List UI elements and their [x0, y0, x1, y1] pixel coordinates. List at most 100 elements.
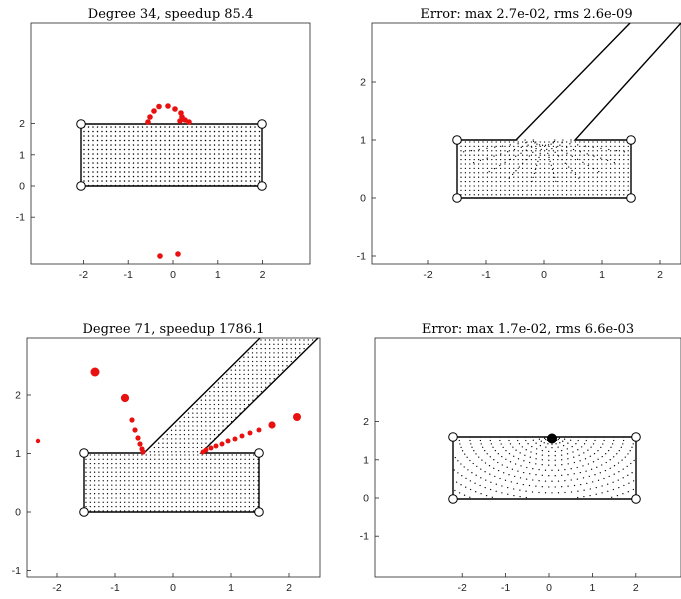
sample-points — [83, 126, 261, 187]
corner-vertex — [257, 119, 267, 129]
pole-point — [186, 119, 192, 125]
corner-vertex — [254, 448, 264, 458]
pole-point — [213, 443, 219, 449]
pole-point — [165, 103, 171, 109]
plot-area — [452, 23, 681, 203]
x-tick-label: -2 — [79, 269, 88, 281]
domain-outline — [80, 123, 263, 187]
x-tick-label: -2 — [458, 582, 467, 594]
panel-title: Error: max 2.7e-02, rms 2.6e-09 — [420, 7, 632, 22]
corner-vertex — [626, 135, 636, 145]
pole-point — [145, 119, 151, 125]
y-tick-label: -1 — [16, 212, 25, 224]
x-tick-label: 0 — [170, 269, 176, 281]
pole-point — [293, 413, 301, 421]
x-tick-label: 0 — [541, 269, 547, 281]
corner-vertex — [448, 494, 458, 504]
y-tick-label: -1 — [12, 565, 21, 577]
axes-frame — [371, 22, 681, 265]
x-tick-label: 2 — [657, 269, 663, 281]
plot-area — [76, 103, 267, 259]
corner-vertex — [76, 119, 86, 129]
y-tick-label: 1 — [360, 135, 366, 147]
x-tick-label: 0 — [546, 582, 552, 594]
panel-2: Error: max 2.7e-02, rms 2.6e-09 -2 -1 0 1 2 -1… — [357, 7, 681, 281]
domain-outline — [456, 23, 681, 199]
y-tick-label: 2 — [15, 390, 21, 402]
pole-point — [151, 108, 157, 114]
corner-vertex — [452, 135, 462, 145]
y-tick-label: -1 — [357, 251, 366, 263]
y-tick-label: 0 — [363, 493, 369, 505]
y-tick-label: 0 — [15, 507, 21, 519]
panel-3: Degree 71, speedup 1786.1 -2 -1 0 1 2 -1 0 1 2 — [12, 322, 321, 594]
domain-outline — [452, 436, 637, 500]
pole-point — [247, 430, 253, 436]
pole-point — [232, 436, 238, 442]
x-tick-label: -1 — [501, 582, 510, 594]
x-tick-label: -2 — [52, 582, 61, 594]
pole-point — [225, 438, 231, 444]
y-tick-label: 1 — [19, 149, 25, 161]
pole-point — [156, 103, 162, 110]
y-tick-label: 0 — [360, 193, 366, 205]
x-tick-label: -1 — [124, 269, 133, 281]
y-tick-label: 0 — [19, 181, 25, 193]
x-tick-label: 2 — [260, 269, 266, 281]
x-tick-label: 1 — [228, 582, 234, 594]
pole-point — [239, 433, 245, 439]
y-tick-label: 2 — [19, 118, 25, 130]
pole-point — [147, 114, 153, 120]
pole-point — [157, 253, 163, 259]
pole-point — [268, 421, 276, 429]
channel-edge-left — [84, 338, 261, 454]
x-tick-label: 2 — [633, 582, 639, 594]
corner-vertex — [626, 193, 636, 203]
x-tick-label: -1 — [110, 582, 119, 594]
panel-1: Degree 34, speedup 85.4 -2 -1 0 1 2 -1 0 1 2 — [16, 7, 311, 281]
corner-vertex — [257, 181, 267, 191]
corner-vertex — [79, 448, 89, 458]
y-tick-label: -1 — [360, 531, 369, 543]
axes-frame — [30, 22, 311, 265]
y-tick-label: 2 — [363, 416, 369, 428]
pole-point — [172, 106, 178, 112]
domain-outline — [83, 338, 319, 513]
pole-point — [219, 441, 225, 447]
pole-point — [90, 367, 100, 377]
panel-title: Degree 71, speedup 1786.1 — [83, 322, 265, 337]
pole-point — [35, 438, 41, 444]
corner-vertex — [79, 507, 89, 517]
panel-4: Error: max 1.7e-02, rms 6.6e-03 -2 -1 0 1 2 -1… — [360, 322, 681, 594]
pole-point — [208, 445, 214, 451]
plot-area — [448, 432, 641, 504]
y-tick-label: 2 — [360, 77, 366, 89]
axes-frame — [374, 337, 681, 578]
pole-point — [137, 441, 143, 447]
corner-vertex — [631, 494, 641, 504]
pole-point — [175, 251, 181, 257]
plot-area — [35, 338, 319, 517]
pole-point — [132, 427, 138, 433]
corner-vertex — [76, 181, 86, 191]
corner-vertex — [254, 507, 264, 517]
pole-point — [129, 417, 135, 423]
channel-edge-left — [457, 23, 631, 141]
x-tick-label: 0 — [170, 582, 176, 594]
singular-cluster — [547, 433, 557, 444]
sample-points — [453, 436, 635, 499]
y-tick-label: 1 — [15, 448, 21, 460]
x-tick-label: 2 — [286, 582, 292, 594]
pole-point — [177, 118, 183, 124]
corner-vertex — [631, 432, 641, 442]
pole-point — [120, 393, 130, 403]
sample-points — [85, 339, 314, 512]
x-tick-label: 1 — [599, 269, 605, 281]
corner-vertex — [452, 193, 462, 203]
pole-point — [200, 449, 206, 455]
x-tick-label: -2 — [423, 269, 432, 281]
corner-vertex — [448, 432, 458, 442]
pole-point — [140, 449, 146, 455]
axes-frame — [26, 337, 321, 578]
